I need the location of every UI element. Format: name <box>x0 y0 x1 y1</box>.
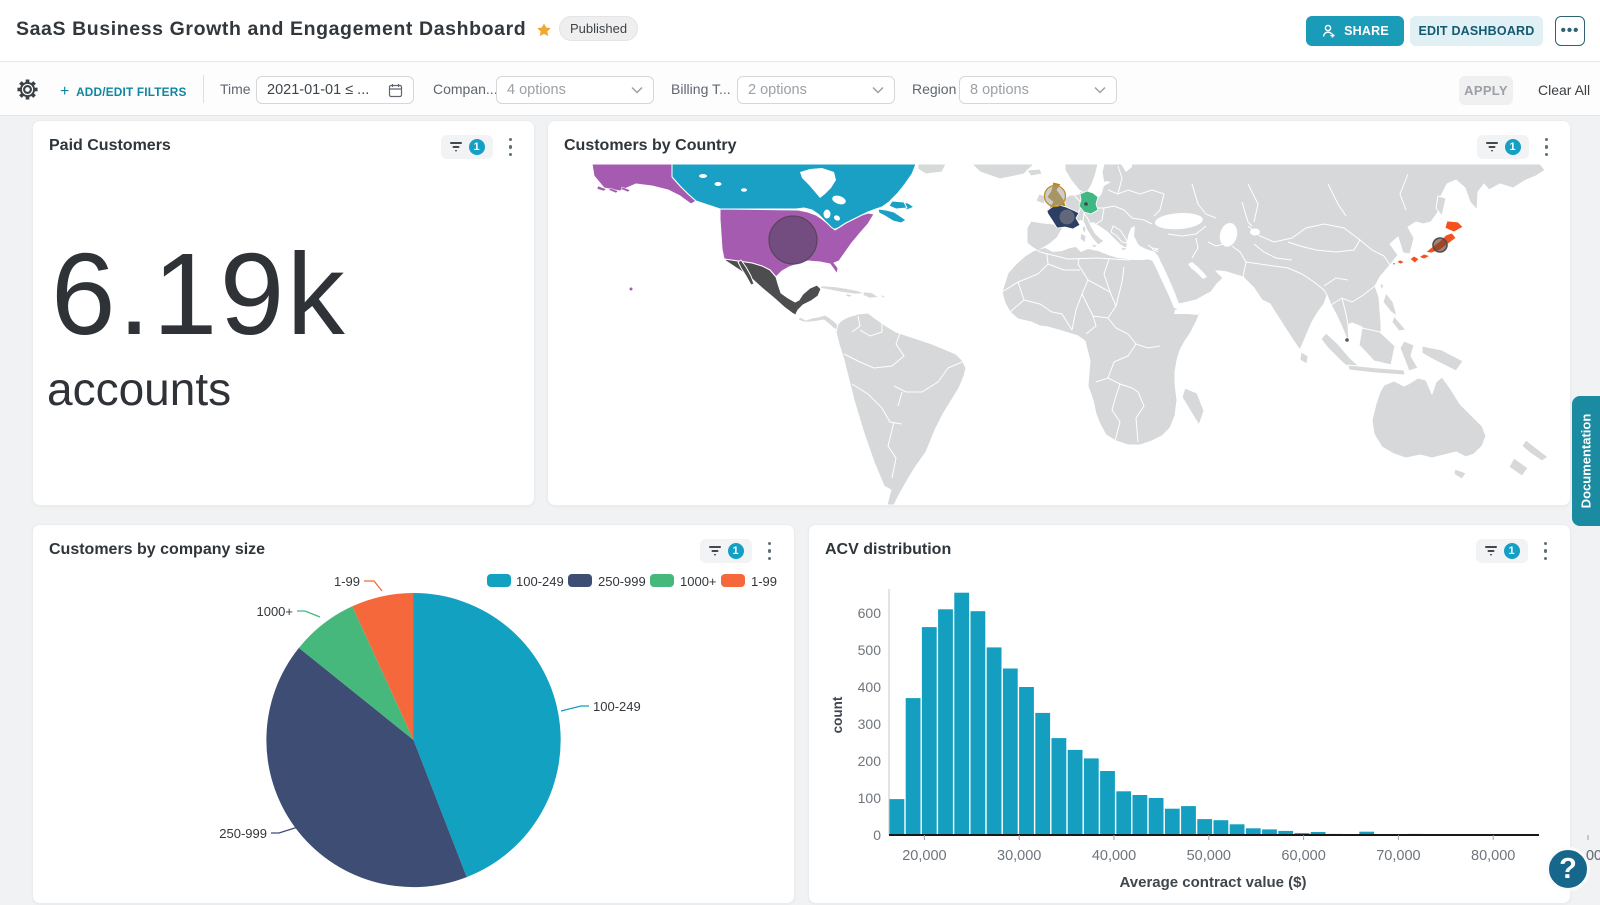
svg-text:70,000: 70,000 <box>1376 848 1420 864</box>
svg-text:200: 200 <box>858 753 882 769</box>
svg-text:40,000: 40,000 <box>1092 848 1136 864</box>
svg-text:100: 100 <box>858 790 882 806</box>
svg-text:600: 600 <box>858 605 882 621</box>
svg-text:60,000: 60,000 <box>1281 848 1325 864</box>
svg-text:30,000: 30,000 <box>997 848 1041 864</box>
svg-text:0: 0 <box>873 827 881 843</box>
svg-text:1000+: 1000+ <box>680 574 717 589</box>
svg-text:50,000: 50,000 <box>1187 848 1231 864</box>
svg-text:1-99: 1-99 <box>334 574 360 589</box>
svg-text:20,000: 20,000 <box>902 848 946 864</box>
svg-text:250-999: 250-999 <box>219 826 267 841</box>
svg-text:400: 400 <box>858 679 882 695</box>
svg-text:300: 300 <box>858 716 882 732</box>
svg-text:250-999: 250-999 <box>598 574 646 589</box>
svg-text:count: count <box>830 696 845 733</box>
svg-text:100-249: 100-249 <box>516 574 564 589</box>
svg-text:80,000: 80,000 <box>1471 848 1515 864</box>
svg-text:100-249: 100-249 <box>593 699 641 714</box>
svg-text:500: 500 <box>858 642 882 658</box>
svg-text:Average contract value ($): Average contract value ($) <box>1119 874 1306 891</box>
svg-text:1000+: 1000+ <box>256 604 293 619</box>
svg-text:1-99: 1-99 <box>751 574 777 589</box>
